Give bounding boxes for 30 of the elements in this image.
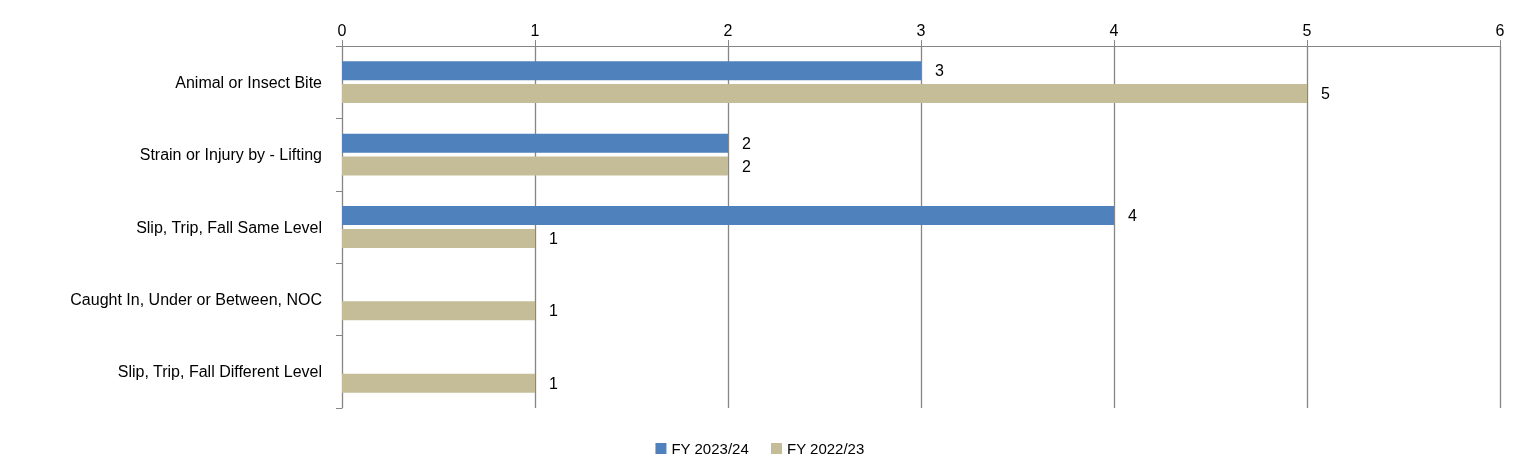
x-tick-label: 4 <box>1109 21 1119 39</box>
y-tick-label: Slip, Trip, Fall Different Level <box>117 363 322 381</box>
x-tick-label: 5 <box>1302 21 1312 39</box>
bar <box>342 133 728 153</box>
y-tick-label: Animal or Insect Bite <box>175 73 323 91</box>
x-tick-label: 6 <box>1495 21 1505 39</box>
bar <box>342 156 728 176</box>
bar <box>342 373 535 393</box>
data-label: 2 <box>742 134 751 152</box>
data-label: 1 <box>549 229 558 247</box>
data-label: 4 <box>1128 207 1137 225</box>
x-tick-label: 2 <box>723 21 733 39</box>
y-tick-label: Slip, Trip, Fall Same Level <box>136 218 322 236</box>
x-tick-label: 3 <box>916 21 926 39</box>
data-label: 2 <box>742 157 751 175</box>
bar <box>342 206 1114 226</box>
data-label: 1 <box>549 374 558 392</box>
bar <box>342 84 1307 104</box>
y-tick-label: Strain or Injury by - Lifting <box>139 146 322 164</box>
bar <box>342 61 921 81</box>
bar <box>342 301 535 321</box>
x-tick-label: 0 <box>337 21 347 39</box>
data-label: 3 <box>935 62 944 80</box>
data-label: 5 <box>1321 85 1330 103</box>
x-tick-label: 1 <box>530 21 540 39</box>
legend-label: FY 2023/24 <box>671 440 749 457</box>
y-tick-label: Caught In, Under or Between, NOC <box>70 290 322 308</box>
legend-label: FY 2022/23 <box>787 440 865 457</box>
bar <box>342 228 535 248</box>
data-label: 1 <box>549 302 558 320</box>
